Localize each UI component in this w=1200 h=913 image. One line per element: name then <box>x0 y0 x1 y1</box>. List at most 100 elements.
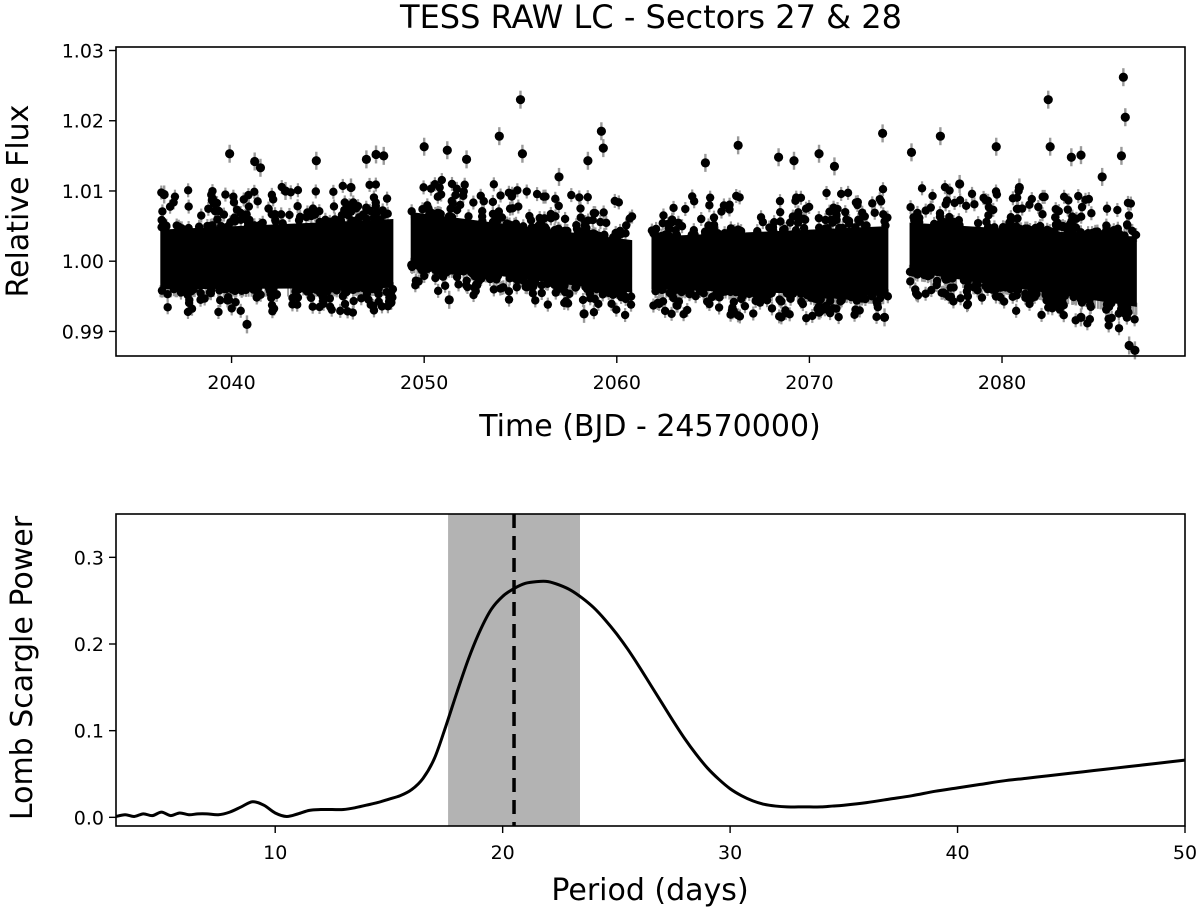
data-point <box>1109 226 1118 235</box>
data-point <box>620 310 630 320</box>
x-tick-label: 50 <box>1173 842 1197 864</box>
sector-dense-band <box>651 226 889 297</box>
data-point <box>1113 205 1122 215</box>
data-point <box>990 223 999 232</box>
data-point <box>1093 227 1102 236</box>
data-point <box>338 181 347 191</box>
x-tick-label: 2040 <box>207 372 255 394</box>
outlier-point <box>1076 150 1086 160</box>
data-point <box>243 221 253 230</box>
data-point <box>1117 300 1126 309</box>
data-point <box>240 211 250 221</box>
data-point <box>617 229 626 239</box>
data-point <box>489 285 499 294</box>
data-point <box>983 280 993 290</box>
data-point <box>913 270 922 279</box>
data-point <box>220 284 229 294</box>
data-point <box>311 187 321 196</box>
data-point <box>494 207 503 216</box>
y-tick-label: 1.02 <box>62 111 104 133</box>
data-point <box>340 198 349 207</box>
x-tick-label: 40 <box>945 842 969 864</box>
data-point <box>1042 296 1051 305</box>
data-point <box>294 216 304 225</box>
data-point <box>672 230 682 240</box>
data-point <box>454 280 463 289</box>
data-point <box>1077 298 1087 307</box>
data-point <box>531 296 540 305</box>
data-point <box>183 186 193 195</box>
data-point <box>749 309 758 318</box>
data-point <box>872 312 881 322</box>
data-point <box>302 287 312 296</box>
data-point <box>862 221 871 230</box>
light-curve-plot-frame <box>115 46 1186 357</box>
x-tick-label: 20 <box>491 842 515 864</box>
data-point <box>1043 225 1052 235</box>
data-point <box>519 222 528 231</box>
data-point <box>258 218 267 227</box>
data-point <box>293 202 302 211</box>
data-point <box>949 283 958 292</box>
data-point <box>799 214 808 223</box>
sector-dense-band <box>410 212 633 293</box>
data-point <box>740 301 750 311</box>
sector-segment-1 <box>157 180 398 317</box>
outlier-point <box>461 154 472 164</box>
data-point <box>785 289 794 298</box>
data-point <box>984 203 994 212</box>
data-point <box>229 198 239 207</box>
data-point <box>1011 306 1021 316</box>
outlier-point <box>935 131 945 141</box>
y-tick-label: 1.01 <box>62 181 104 203</box>
data-point <box>467 269 477 278</box>
data-point <box>1044 303 1053 312</box>
data-point <box>875 293 885 303</box>
outlier-point <box>371 149 381 160</box>
data-point <box>991 284 1001 294</box>
light-curve-y-ticks: 0.99 1.00 1.01 1.02 1.03 <box>62 41 116 343</box>
sector-segment-4 <box>905 182 1141 333</box>
data-point <box>835 290 844 300</box>
data-point <box>1008 194 1018 203</box>
data-point <box>713 229 723 238</box>
data-point <box>767 288 776 298</box>
data-point <box>463 282 472 292</box>
data-point <box>452 184 462 194</box>
data-point <box>767 304 777 313</box>
data-point <box>244 202 254 211</box>
outlier-point <box>442 145 452 155</box>
data-point <box>883 213 892 222</box>
data-point <box>575 229 584 238</box>
outlier-point <box>1120 112 1130 122</box>
data-point <box>525 211 534 221</box>
data-point <box>426 208 436 217</box>
outlier-point <box>207 195 217 205</box>
data-point <box>677 222 687 231</box>
data-point <box>589 229 598 238</box>
data-point <box>440 281 450 290</box>
data-point <box>1130 315 1139 324</box>
data-point <box>227 304 236 313</box>
data-point <box>973 218 983 228</box>
data-point <box>613 286 623 296</box>
data-point <box>386 298 396 308</box>
data-point <box>759 291 768 300</box>
data-point <box>1012 291 1021 300</box>
data-point <box>855 217 864 227</box>
data-point <box>704 221 713 230</box>
data-point <box>954 216 964 225</box>
outlier-point <box>1118 72 1128 82</box>
data-point <box>196 288 205 298</box>
outlier-point <box>1043 95 1053 105</box>
outlier-point <box>1130 345 1140 355</box>
data-point <box>496 191 505 200</box>
data-point <box>814 213 824 223</box>
outlier-point <box>242 319 252 329</box>
data-point <box>565 289 574 299</box>
data-point <box>1006 215 1016 225</box>
data-point <box>860 212 870 221</box>
data-point <box>1124 211 1134 220</box>
data-point <box>551 288 560 297</box>
data-point <box>1054 222 1064 231</box>
